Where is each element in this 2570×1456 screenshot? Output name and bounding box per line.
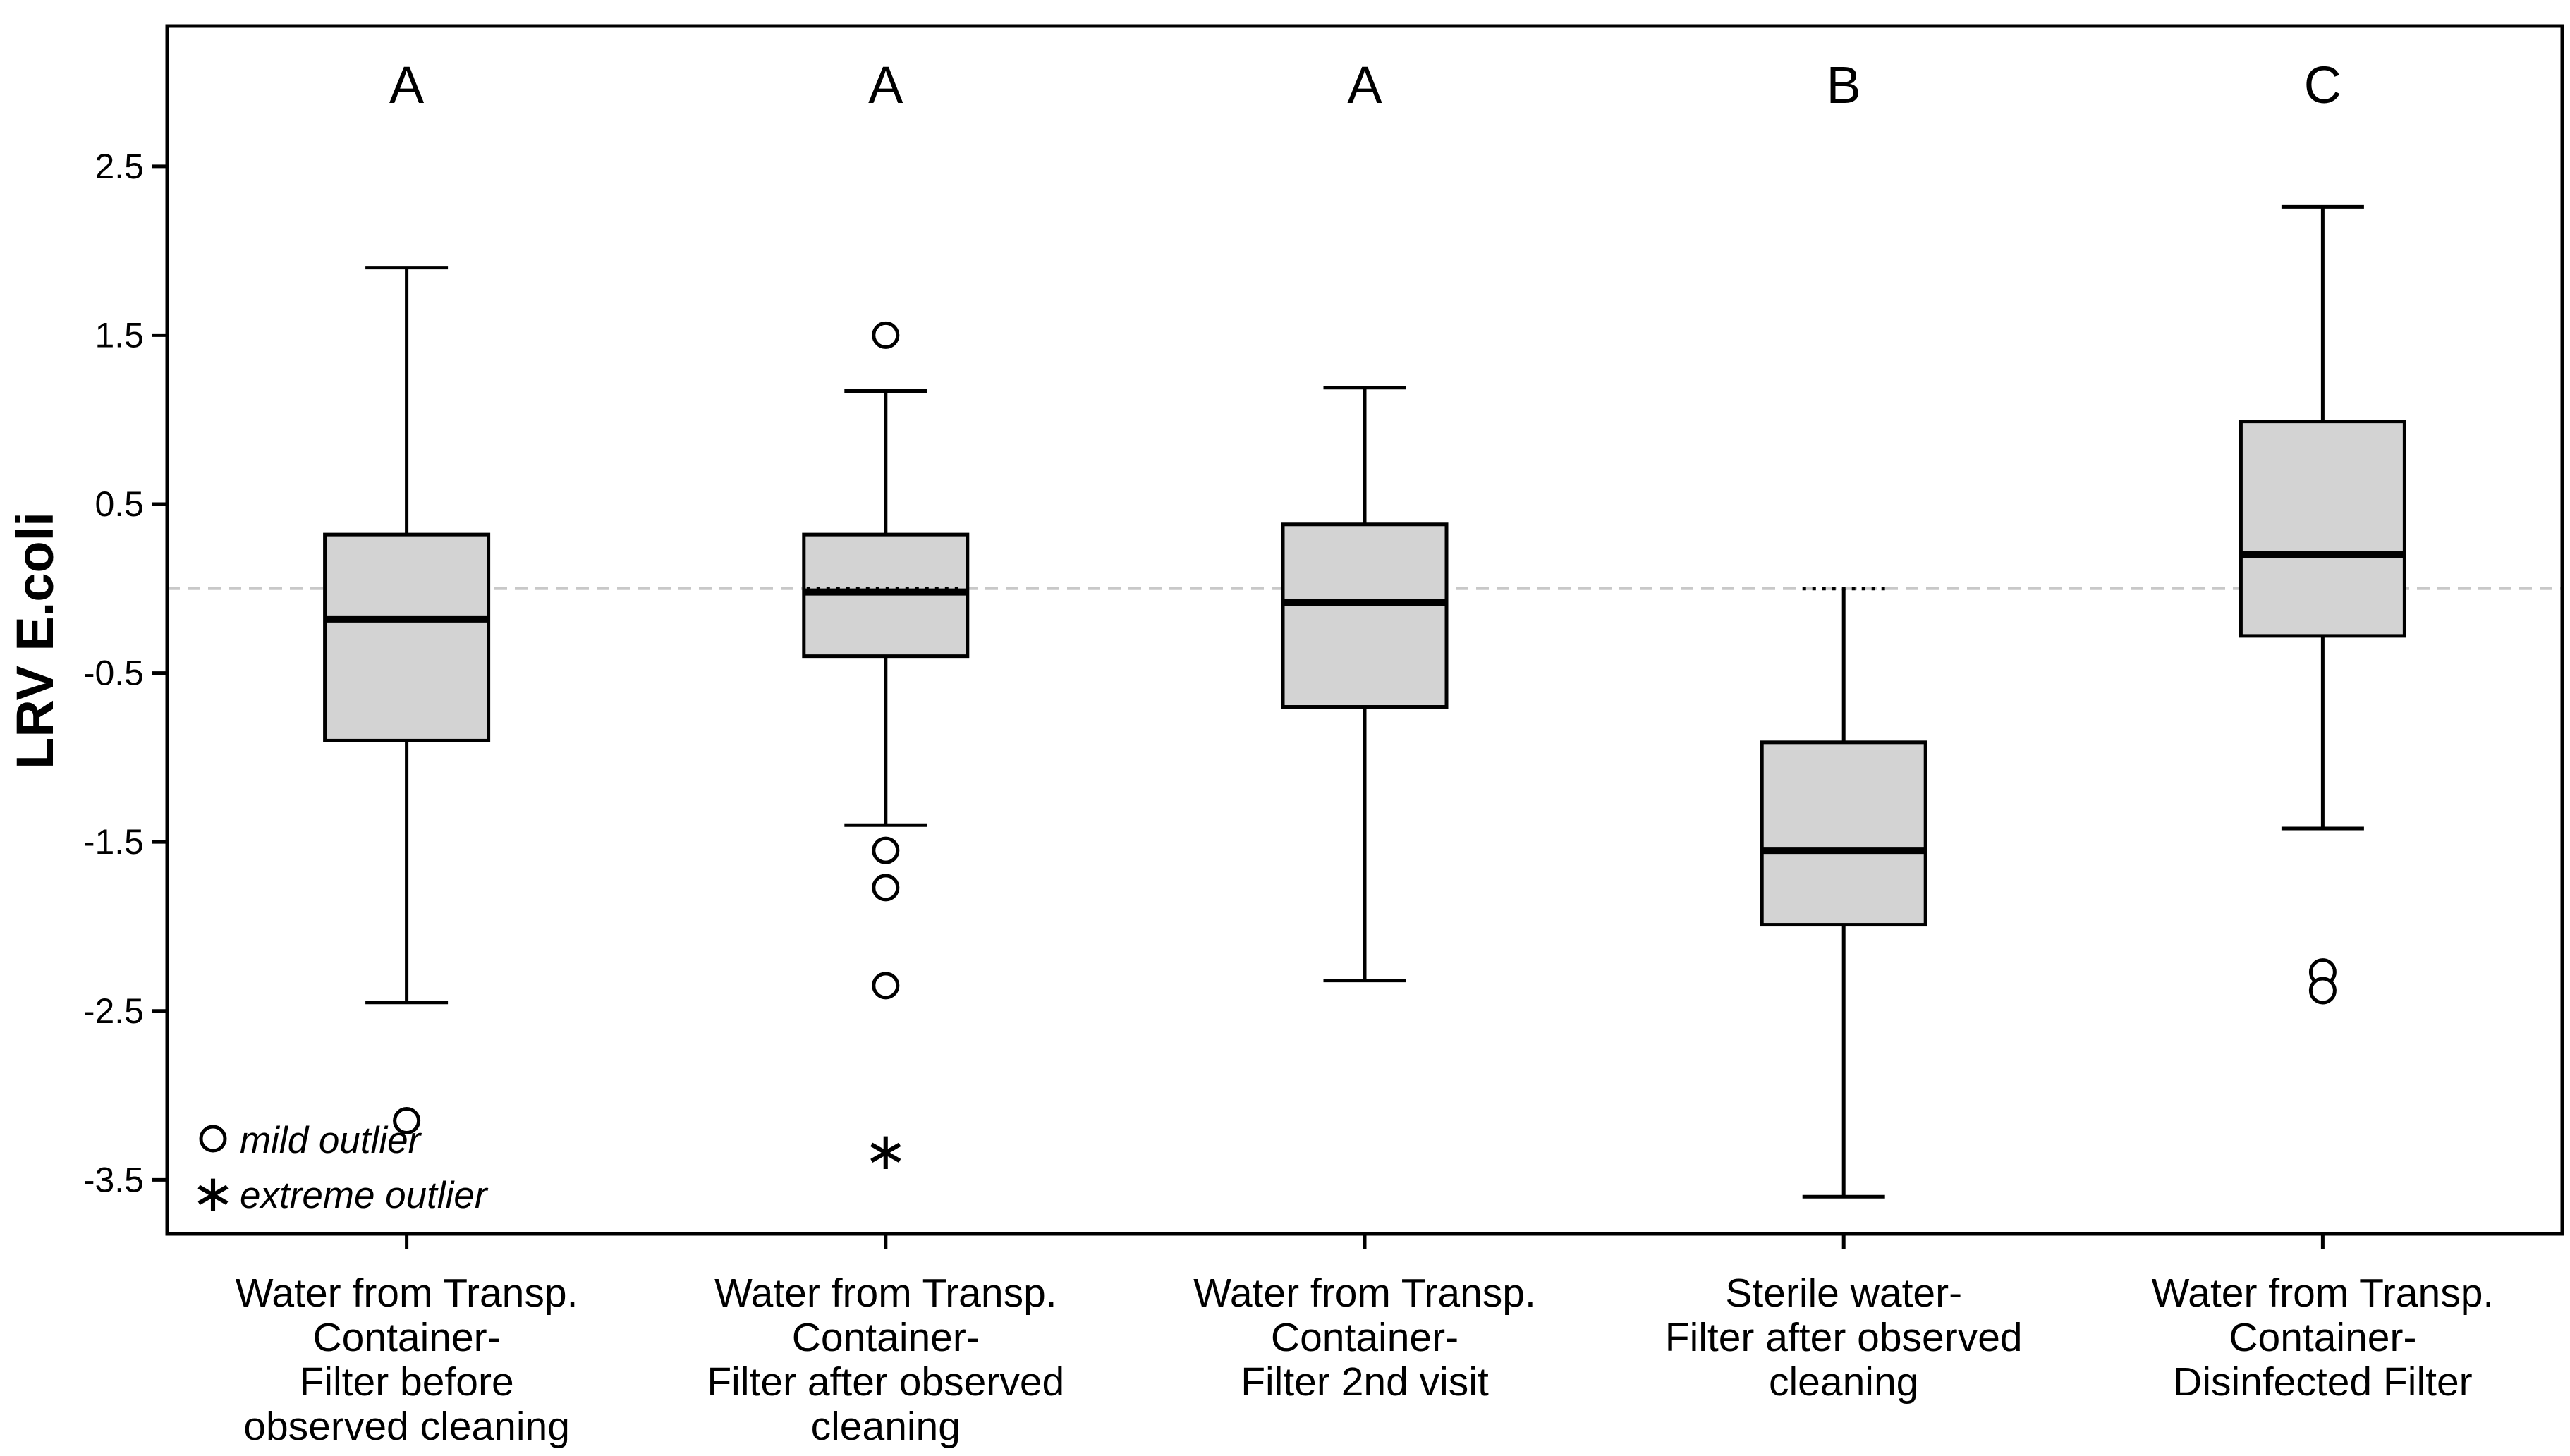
mild-outlier-point	[872, 874, 900, 902]
y-tick-label: -3.5	[83, 1160, 144, 1199]
category-label-line: cleaning	[811, 1404, 961, 1449]
y-tick-label: -1.5	[83, 822, 144, 862]
y-tick-label: 0.5	[95, 484, 144, 524]
extreme-outlier-point: ∗	[864, 1122, 908, 1180]
group-significance-letter: B	[1827, 56, 1861, 114]
mild-outlier-point	[2308, 977, 2337, 1005]
category-label-line: Sterile water-	[1725, 1271, 1962, 1316]
group-significance-letter: A	[1347, 56, 1382, 114]
legend-extreme-outlier-icon: ∗	[191, 1164, 235, 1223]
mild-outlier-point	[872, 972, 900, 1000]
category-label-line: observed cleaning	[243, 1404, 570, 1449]
category-label-line: Container-	[792, 1315, 980, 1360]
category-label-line: Water from Transp.	[1193, 1271, 1536, 1316]
category-label-line: Filter 2nd visit	[1241, 1359, 1489, 1405]
category-label-line: Filter before	[300, 1359, 514, 1405]
mild-outlier-point	[872, 836, 900, 864]
category-label-line: Disinfected Filter	[2173, 1359, 2472, 1405]
group-significance-letter: A	[389, 56, 425, 114]
category-label-line: Container-	[1271, 1315, 1458, 1360]
category-label-line: Container-	[2229, 1315, 2416, 1360]
iqr-box	[1760, 740, 1928, 927]
y-axis-title: LRV E.coli	[6, 512, 64, 769]
y-tick-label: 2.5	[95, 147, 144, 186]
group-significance-letter: A	[868, 56, 903, 114]
category-label-line: Water from Transp.	[714, 1271, 1057, 1316]
iqr-box	[323, 532, 491, 742]
y-tick-label: -2.5	[83, 991, 144, 1031]
group-significance-letter: C	[2304, 56, 2341, 114]
category-label-line: Filter after observed	[1665, 1315, 2023, 1360]
iqr-box	[2239, 420, 2406, 638]
y-tick-label: -0.5	[83, 654, 144, 693]
category-label-line: Container-	[313, 1315, 501, 1360]
category-label-line: Filter after observed	[707, 1359, 1064, 1405]
legend-mild-outlier-label: mild outlier	[240, 1120, 422, 1161]
category-label-line: cleaning	[1769, 1359, 1918, 1405]
legend-extreme-outlier-label: extreme outlier	[240, 1175, 489, 1216]
mild-outlier-point	[393, 1106, 421, 1134]
category-label-line: Water from Transp.	[236, 1271, 578, 1316]
category-label-line: Water from Transp.	[2152, 1271, 2495, 1316]
mild-outlier-point	[872, 321, 900, 349]
legend-mild-outlier-icon	[199, 1125, 227, 1153]
iqr-box	[1281, 522, 1449, 709]
y-tick-label: 1.5	[95, 315, 144, 355]
